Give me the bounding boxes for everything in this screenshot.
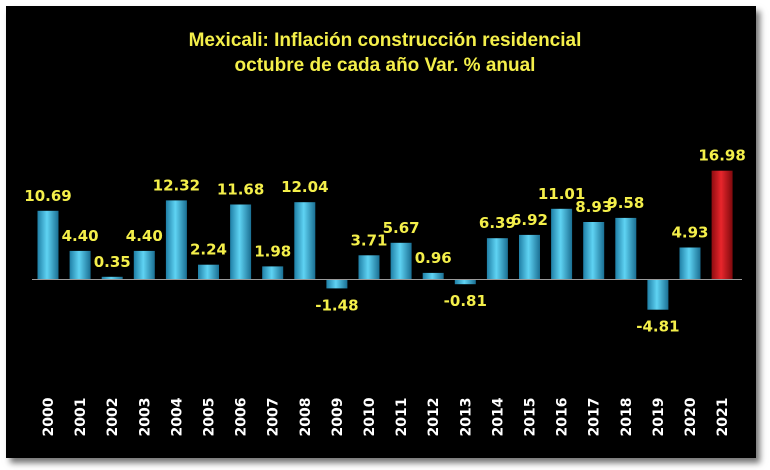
bars-layer — [37, 170, 733, 310]
bar-2007 — [262, 266, 284, 279]
year-labels-layer: 2000 2001 2002 2003 2004 2005 2006 2007 2008 2009… — [41, 397, 731, 436]
value-label-2015: 6.92 — [511, 211, 548, 229]
year-label-2002: 2002 — [105, 398, 121, 437]
value-label-2008: 12.04 — [281, 178, 328, 196]
year-label-2008: 2008 — [298, 398, 314, 437]
value-label-2003: 4.40 — [126, 227, 163, 245]
value-label-2012: 0.96 — [415, 249, 452, 267]
bar-2012 — [422, 272, 444, 279]
value-label-2009: -1.48 — [315, 296, 358, 314]
value-label-2006: 11.68 — [217, 181, 264, 199]
value-label-2020: 4.93 — [671, 224, 708, 242]
year-label-2017: 2017 — [587, 398, 603, 437]
chart-title-line-2: octubre de cada año Var. % anual — [235, 55, 536, 76]
bar-2018 — [615, 217, 637, 279]
value-label-2021: 16.98 — [698, 147, 745, 165]
value-label-2019: -4.81 — [636, 318, 679, 336]
value-label-2016: 11.01 — [538, 185, 585, 203]
bar-2003 — [133, 250, 155, 279]
labels-layer: 10.69 4.40 0.35 4.40 12.32 2.24 11.68 1.98 12.04… — [24, 147, 746, 336]
year-label-2005: 2005 — [202, 398, 218, 437]
value-label-2014: 6.39 — [479, 214, 516, 232]
chart-frame: Mexicali: Inflación construcción residen… — [6, 6, 756, 458]
chart-title-line-1: Mexicali: Inflación construcción residen… — [189, 30, 582, 51]
year-label-2010: 2010 — [362, 397, 378, 436]
value-label-2018: 9.58 — [607, 194, 644, 212]
year-label-2020: 2020 — [683, 397, 699, 436]
bar-2014 — [486, 238, 508, 279]
value-label-2013: -0.81 — [444, 292, 487, 310]
year-label-2014: 2014 — [490, 397, 506, 436]
year-label-2000: 2000 — [41, 397, 57, 436]
bar-2017 — [583, 222, 605, 279]
value-label-2000: 10.69 — [24, 187, 71, 205]
year-label-2011: 2011 — [394, 398, 410, 437]
bar-2000 — [37, 210, 59, 279]
year-label-2007: 2007 — [266, 398, 282, 437]
bar-2021 — [711, 170, 733, 279]
value-label-2005: 2.24 — [190, 241, 227, 259]
bar-2002 — [101, 276, 123, 279]
year-label-2013: 2013 — [458, 398, 474, 437]
bar-2009 — [326, 279, 348, 289]
year-label-2012: 2012 — [426, 398, 442, 437]
year-label-2004: 2004 — [169, 397, 185, 436]
year-label-2018: 2018 — [619, 398, 635, 437]
bar-2019 — [647, 279, 669, 310]
value-label-2017: 8.93 — [575, 198, 612, 216]
year-label-2019: 2019 — [651, 398, 667, 437]
value-label-2004: 12.32 — [153, 176, 200, 194]
bar-2020 — [679, 247, 701, 279]
year-label-2009: 2009 — [330, 398, 346, 437]
value-label-2011: 5.67 — [383, 219, 420, 237]
bar-2008 — [294, 202, 316, 279]
bar-2013 — [454, 279, 476, 285]
bar-2004 — [165, 200, 187, 279]
year-label-2016: 2016 — [555, 398, 571, 437]
bar-2011 — [390, 242, 412, 279]
value-label-2001: 4.40 — [62, 227, 99, 245]
value-label-2007: 1.98 — [254, 242, 291, 260]
bar-2005 — [198, 264, 219, 279]
year-label-2021: 2021 — [715, 398, 731, 437]
year-label-2015: 2015 — [523, 398, 539, 437]
value-label-2010: 3.71 — [350, 231, 387, 249]
bar-2006 — [230, 204, 252, 279]
bar-chart: Mexicali: Inflación construcción residen… — [24, 30, 746, 436]
bar-2016 — [551, 208, 573, 279]
year-label-2001: 2001 — [73, 398, 89, 437]
year-label-2003: 2003 — [137, 398, 153, 437]
bar-2001 — [69, 250, 91, 279]
bar-2010 — [358, 255, 380, 279]
year-label-2006: 2006 — [234, 398, 250, 437]
value-label-2002: 0.35 — [94, 253, 131, 271]
bar-2015 — [519, 234, 540, 279]
